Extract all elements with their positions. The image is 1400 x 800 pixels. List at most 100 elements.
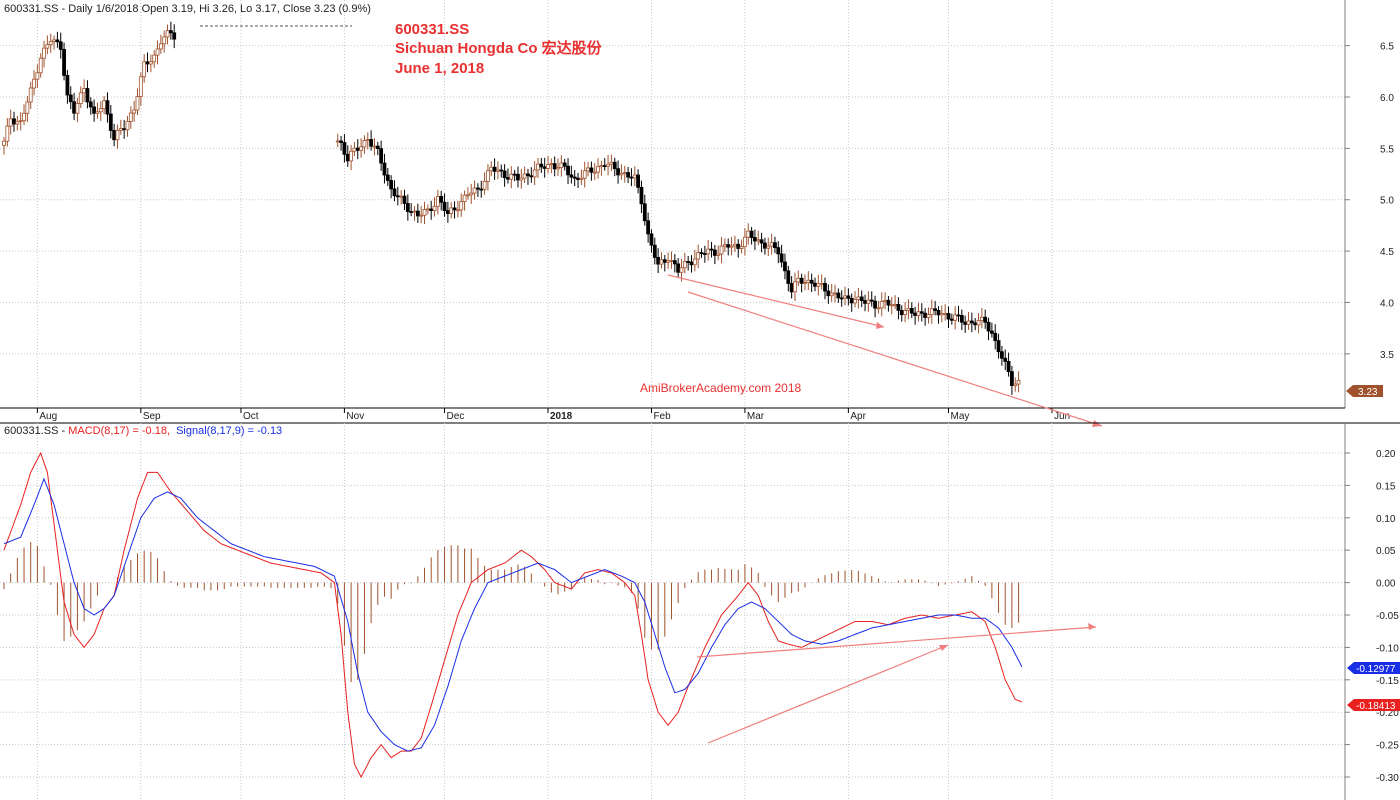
candle-body-down bbox=[589, 167, 594, 173]
month-label: 2018 bbox=[550, 411, 573, 422]
candle-body-up bbox=[819, 282, 824, 285]
candle-body-down bbox=[342, 142, 347, 155]
candle bbox=[142, 54, 147, 83]
candle bbox=[395, 186, 400, 206]
candle-body-down bbox=[689, 261, 694, 266]
candle-body-up bbox=[682, 261, 687, 269]
candle bbox=[95, 102, 100, 119]
candle-body-up bbox=[796, 277, 801, 283]
macd-value-label: -0.18413 bbox=[1356, 701, 1396, 712]
price-ytick-label: 4.5 bbox=[1380, 247, 1394, 258]
candle bbox=[489, 161, 494, 177]
candle bbox=[646, 212, 651, 243]
candle-body-down bbox=[382, 162, 387, 176]
candle-body-up bbox=[38, 57, 43, 74]
title-company: Sichuan Hongda Co 宏达股份 bbox=[395, 39, 603, 57]
macd-ytick-label: -0.05 bbox=[1376, 611, 1399, 622]
candle-body-down bbox=[642, 203, 647, 222]
candle bbox=[379, 140, 384, 171]
candle-body-up bbox=[609, 161, 614, 165]
candle-body-up bbox=[28, 87, 33, 103]
candle bbox=[362, 135, 367, 154]
candle bbox=[439, 190, 444, 211]
candle-body-up bbox=[152, 54, 157, 63]
candle-body-up bbox=[48, 41, 53, 46]
candle bbox=[375, 141, 380, 156]
candle-body-down bbox=[986, 321, 991, 332]
candle bbox=[502, 164, 507, 187]
candle-body-up bbox=[739, 246, 744, 249]
candle-body-up bbox=[432, 205, 437, 211]
candle-body-up bbox=[148, 61, 153, 65]
candle bbox=[712, 245, 717, 265]
candle-body-down bbox=[923, 312, 928, 318]
candle bbox=[589, 161, 594, 181]
candle bbox=[148, 54, 153, 73]
candle-body-up bbox=[579, 177, 584, 180]
candle bbox=[642, 194, 647, 226]
candle bbox=[913, 306, 918, 325]
candle bbox=[98, 101, 103, 122]
candle bbox=[158, 34, 163, 54]
candle bbox=[702, 245, 707, 263]
candle-body-down bbox=[649, 233, 654, 246]
candle bbox=[506, 168, 510, 184]
macd-ytick-label: 0.00 bbox=[1376, 579, 1396, 590]
price-ytick-label: 5.0 bbox=[1380, 196, 1394, 207]
candle-body-up bbox=[856, 296, 861, 300]
candle bbox=[949, 313, 954, 325]
month-label: Sep bbox=[143, 411, 161, 422]
candle-body-down bbox=[516, 173, 520, 181]
candle bbox=[559, 155, 564, 177]
candle-body-up bbox=[889, 304, 894, 307]
candle-body-down bbox=[562, 162, 567, 167]
candle-body-up bbox=[95, 111, 100, 114]
candle bbox=[619, 164, 624, 180]
candle-body-down bbox=[859, 296, 864, 302]
macd-ytick-labels: 0.20 0.15 0.10 0.05 0.00 -0.05 -0.10 -0.15 -0.20… bbox=[1345, 449, 1399, 784]
candle bbox=[138, 72, 143, 106]
price-ytick-label: 6.0 bbox=[1380, 93, 1394, 104]
candle-body-up bbox=[365, 139, 370, 141]
candle-body-up bbox=[362, 140, 367, 148]
candle-body-up bbox=[893, 304, 897, 306]
candle-body-up bbox=[102, 100, 107, 110]
signal-value-label: -0.12977 bbox=[1356, 664, 1396, 675]
candle bbox=[869, 291, 874, 307]
macd-trendline-1 bbox=[696, 623, 1097, 658]
candle bbox=[359, 138, 364, 158]
candle bbox=[763, 237, 767, 255]
candle-body-down bbox=[65, 75, 70, 96]
candle bbox=[859, 290, 864, 308]
candle bbox=[1013, 377, 1018, 392]
candle-body-up bbox=[519, 177, 524, 181]
candle-body-up bbox=[659, 259, 664, 265]
last-price-badge: 3.23 bbox=[1346, 385, 1383, 398]
candle bbox=[549, 158, 554, 174]
candle bbox=[813, 277, 817, 292]
candles bbox=[2, 21, 1021, 395]
candle bbox=[729, 236, 734, 256]
candle-body-up bbox=[666, 260, 671, 263]
candle-body-down bbox=[476, 187, 480, 190]
candle bbox=[602, 158, 607, 171]
candle-body-up bbox=[25, 101, 30, 114]
candle bbox=[45, 35, 50, 55]
candle-body-up bbox=[15, 120, 20, 125]
candle bbox=[606, 154, 610, 176]
candle-body-down bbox=[959, 315, 964, 323]
candle-body-up bbox=[619, 172, 624, 176]
candle bbox=[739, 239, 744, 254]
candle-body-up bbox=[582, 170, 587, 179]
candle-body-down bbox=[1003, 357, 1008, 362]
candle bbox=[599, 160, 604, 176]
candle-body-down bbox=[839, 297, 844, 300]
candle bbox=[746, 223, 751, 245]
candle bbox=[923, 308, 928, 326]
candle-body-down bbox=[933, 308, 938, 311]
candle-body-down bbox=[145, 61, 150, 65]
candle bbox=[1006, 352, 1011, 377]
candle bbox=[52, 35, 56, 50]
candle-body-up bbox=[412, 210, 417, 213]
